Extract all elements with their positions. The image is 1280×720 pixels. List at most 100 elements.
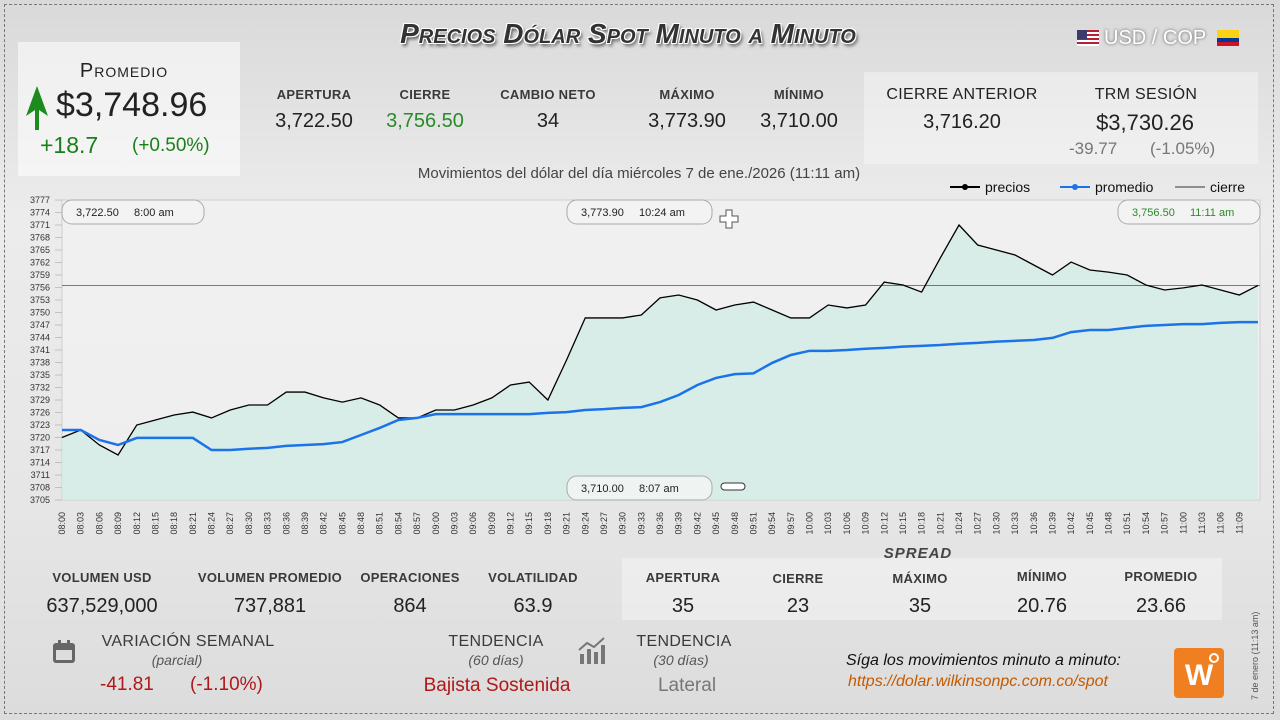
x-tick-label: 08:09 [113, 512, 123, 535]
x-tick-label: 08:00 [57, 512, 67, 535]
x-tick-label: 09:18 [543, 512, 553, 535]
x-tick-label: 10:12 [879, 512, 889, 535]
cierre-anterior-value: 3,716.20 [923, 111, 1001, 133]
x-tick-label: 08:36 [281, 512, 291, 535]
x-tick-label: 10:33 [1010, 512, 1020, 535]
promedio-panel [18, 42, 240, 176]
y-tick-label: 3711 [31, 470, 50, 480]
tendencia60-sub: (60 días) [468, 652, 524, 668]
spread-label: MÁXIMO [892, 571, 948, 586]
x-tick-label: 09:33 [636, 512, 646, 535]
x-tick-label: 11:03 [1197, 512, 1207, 534]
x-tick-label: 09:09 [487, 512, 497, 535]
stat-value: 34 [536, 110, 560, 132]
svg-text:W: W [1185, 659, 1214, 692]
stat-value: 3,756.50 [386, 110, 464, 132]
annotation-time: 11:11 am [1190, 207, 1234, 219]
x-tick-label: 10:18 [917, 512, 927, 535]
logo: W [1174, 648, 1224, 698]
up-arrow [26, 86, 48, 130]
variacion-pct: (-1.10%) [190, 674, 263, 695]
variacion-value: -41.81 [100, 674, 154, 695]
stat-label: OPERACIONES [360, 570, 460, 585]
y-tick-label: 3762 [30, 258, 50, 268]
chart-icon [578, 637, 605, 664]
x-tick-label: 11:09 [1234, 512, 1244, 534]
x-tick-label: 10:57 [1160, 512, 1170, 535]
y-tick-label: 3723 [30, 420, 50, 430]
spread-label: MÍNIMO [1016, 569, 1068, 584]
y-tick-label: 3717 [30, 445, 50, 455]
y-tick-label: 3714 [30, 458, 50, 468]
spread-value: 35 [671, 595, 695, 617]
annotation-time: 8:00 am [134, 207, 174, 219]
area-fill [62, 225, 1258, 500]
x-tick-label: 09:45 [711, 512, 721, 535]
calendar-icon [53, 640, 75, 663]
x-tick-label: 08:57 [412, 512, 422, 535]
stat-label: CIERRE [399, 87, 451, 102]
tendencia30-sub: (30 días) [653, 652, 709, 668]
frame [4, 4, 1274, 714]
x-tick-label: 10:06 [842, 512, 852, 535]
x-tick-label: 09:48 [730, 512, 740, 535]
footer-text: Síga los movimientos minuto a minuto: [846, 652, 1121, 669]
annotation-box [566, 475, 713, 501]
x-tick-label: 09:15 [524, 512, 534, 535]
y-tick-label: 3765 [30, 245, 50, 255]
y-tick-label: 3726 [30, 408, 50, 418]
y-tick-label: 3756 [30, 283, 50, 293]
y-tick-label: 3777 [30, 195, 50, 205]
cierre-anterior-label: CIERRE ANTERIOR [886, 86, 1038, 103]
annotation-box [61, 199, 205, 225]
x-tick-label: 10:27 [973, 512, 983, 535]
y-tick-label: 3738 [30, 358, 50, 368]
x-tick-label: 09:39 [674, 512, 684, 535]
tendencia60-label: TENDENCIA [448, 633, 544, 650]
x-tick-label: 08:33 [263, 512, 273, 535]
x-tick-label: 09:21 [562, 512, 572, 535]
y-tick-label: 3768 [30, 233, 50, 243]
y-tick-label: 3741 [30, 345, 50, 355]
x-tick-label: 08:48 [356, 512, 366, 535]
spread-value: 20.76 [1016, 595, 1068, 617]
legend-label: precios [985, 179, 1030, 195]
annotation-time: 10:24 am [639, 207, 685, 219]
footer-url[interactable]: https://dolar.wilkinsonpc.com.co/spot [848, 673, 1108, 690]
y-tick-label: 3747 [30, 320, 50, 330]
x-tick-label: 10:39 [1047, 512, 1057, 535]
spread-label: APERTURA [645, 570, 721, 585]
x-tick-label: 09:36 [655, 512, 665, 535]
annotation-value: 3,756.50 [1132, 207, 1175, 219]
x-tick-label: 08:45 [337, 512, 347, 535]
trm-label: TRM SESIÓN [1094, 86, 1198, 103]
tendencia60-value: Bajista Sostenida [423, 675, 571, 696]
y-tick-label: 3759 [30, 270, 50, 280]
annotation-value: 3,773.90 [581, 207, 624, 219]
x-tick-label: 10:51 [1122, 512, 1132, 535]
y-tick-label: 3771 [30, 220, 50, 230]
x-tick-label: 09:54 [767, 512, 777, 535]
trm-value: $3,730.26 [1096, 110, 1194, 135]
spread-label: CIERRE [772, 571, 824, 586]
x-tick-label: 08:24 [207, 512, 217, 535]
timestamp: 7 de enero (11:13 am) [1250, 611, 1260, 700]
spread-panel [622, 558, 1222, 620]
flag-usa [1077, 30, 1099, 46]
x-tick-label: 10:45 [1085, 512, 1095, 535]
x-tick-label: 08:54 [393, 512, 403, 535]
x-tick-label: 09:03 [449, 512, 459, 535]
crosshair-icon [719, 209, 739, 229]
annotation-box [566, 199, 713, 225]
stat-label: MÍNIMO [773, 87, 825, 102]
x-tick-label: 11:00 [1178, 512, 1188, 534]
legend-label: cierre [1210, 179, 1245, 195]
variacion-sub: (parcial) [151, 652, 203, 668]
x-tick-label: 08:06 [94, 512, 104, 535]
x-tick-label: 08:15 [150, 512, 160, 535]
series-line [62, 320, 1258, 452]
y-tick-label: 3753 [30, 295, 50, 305]
legend-dot [1072, 184, 1078, 190]
x-tick-label: 10:15 [898, 512, 908, 535]
